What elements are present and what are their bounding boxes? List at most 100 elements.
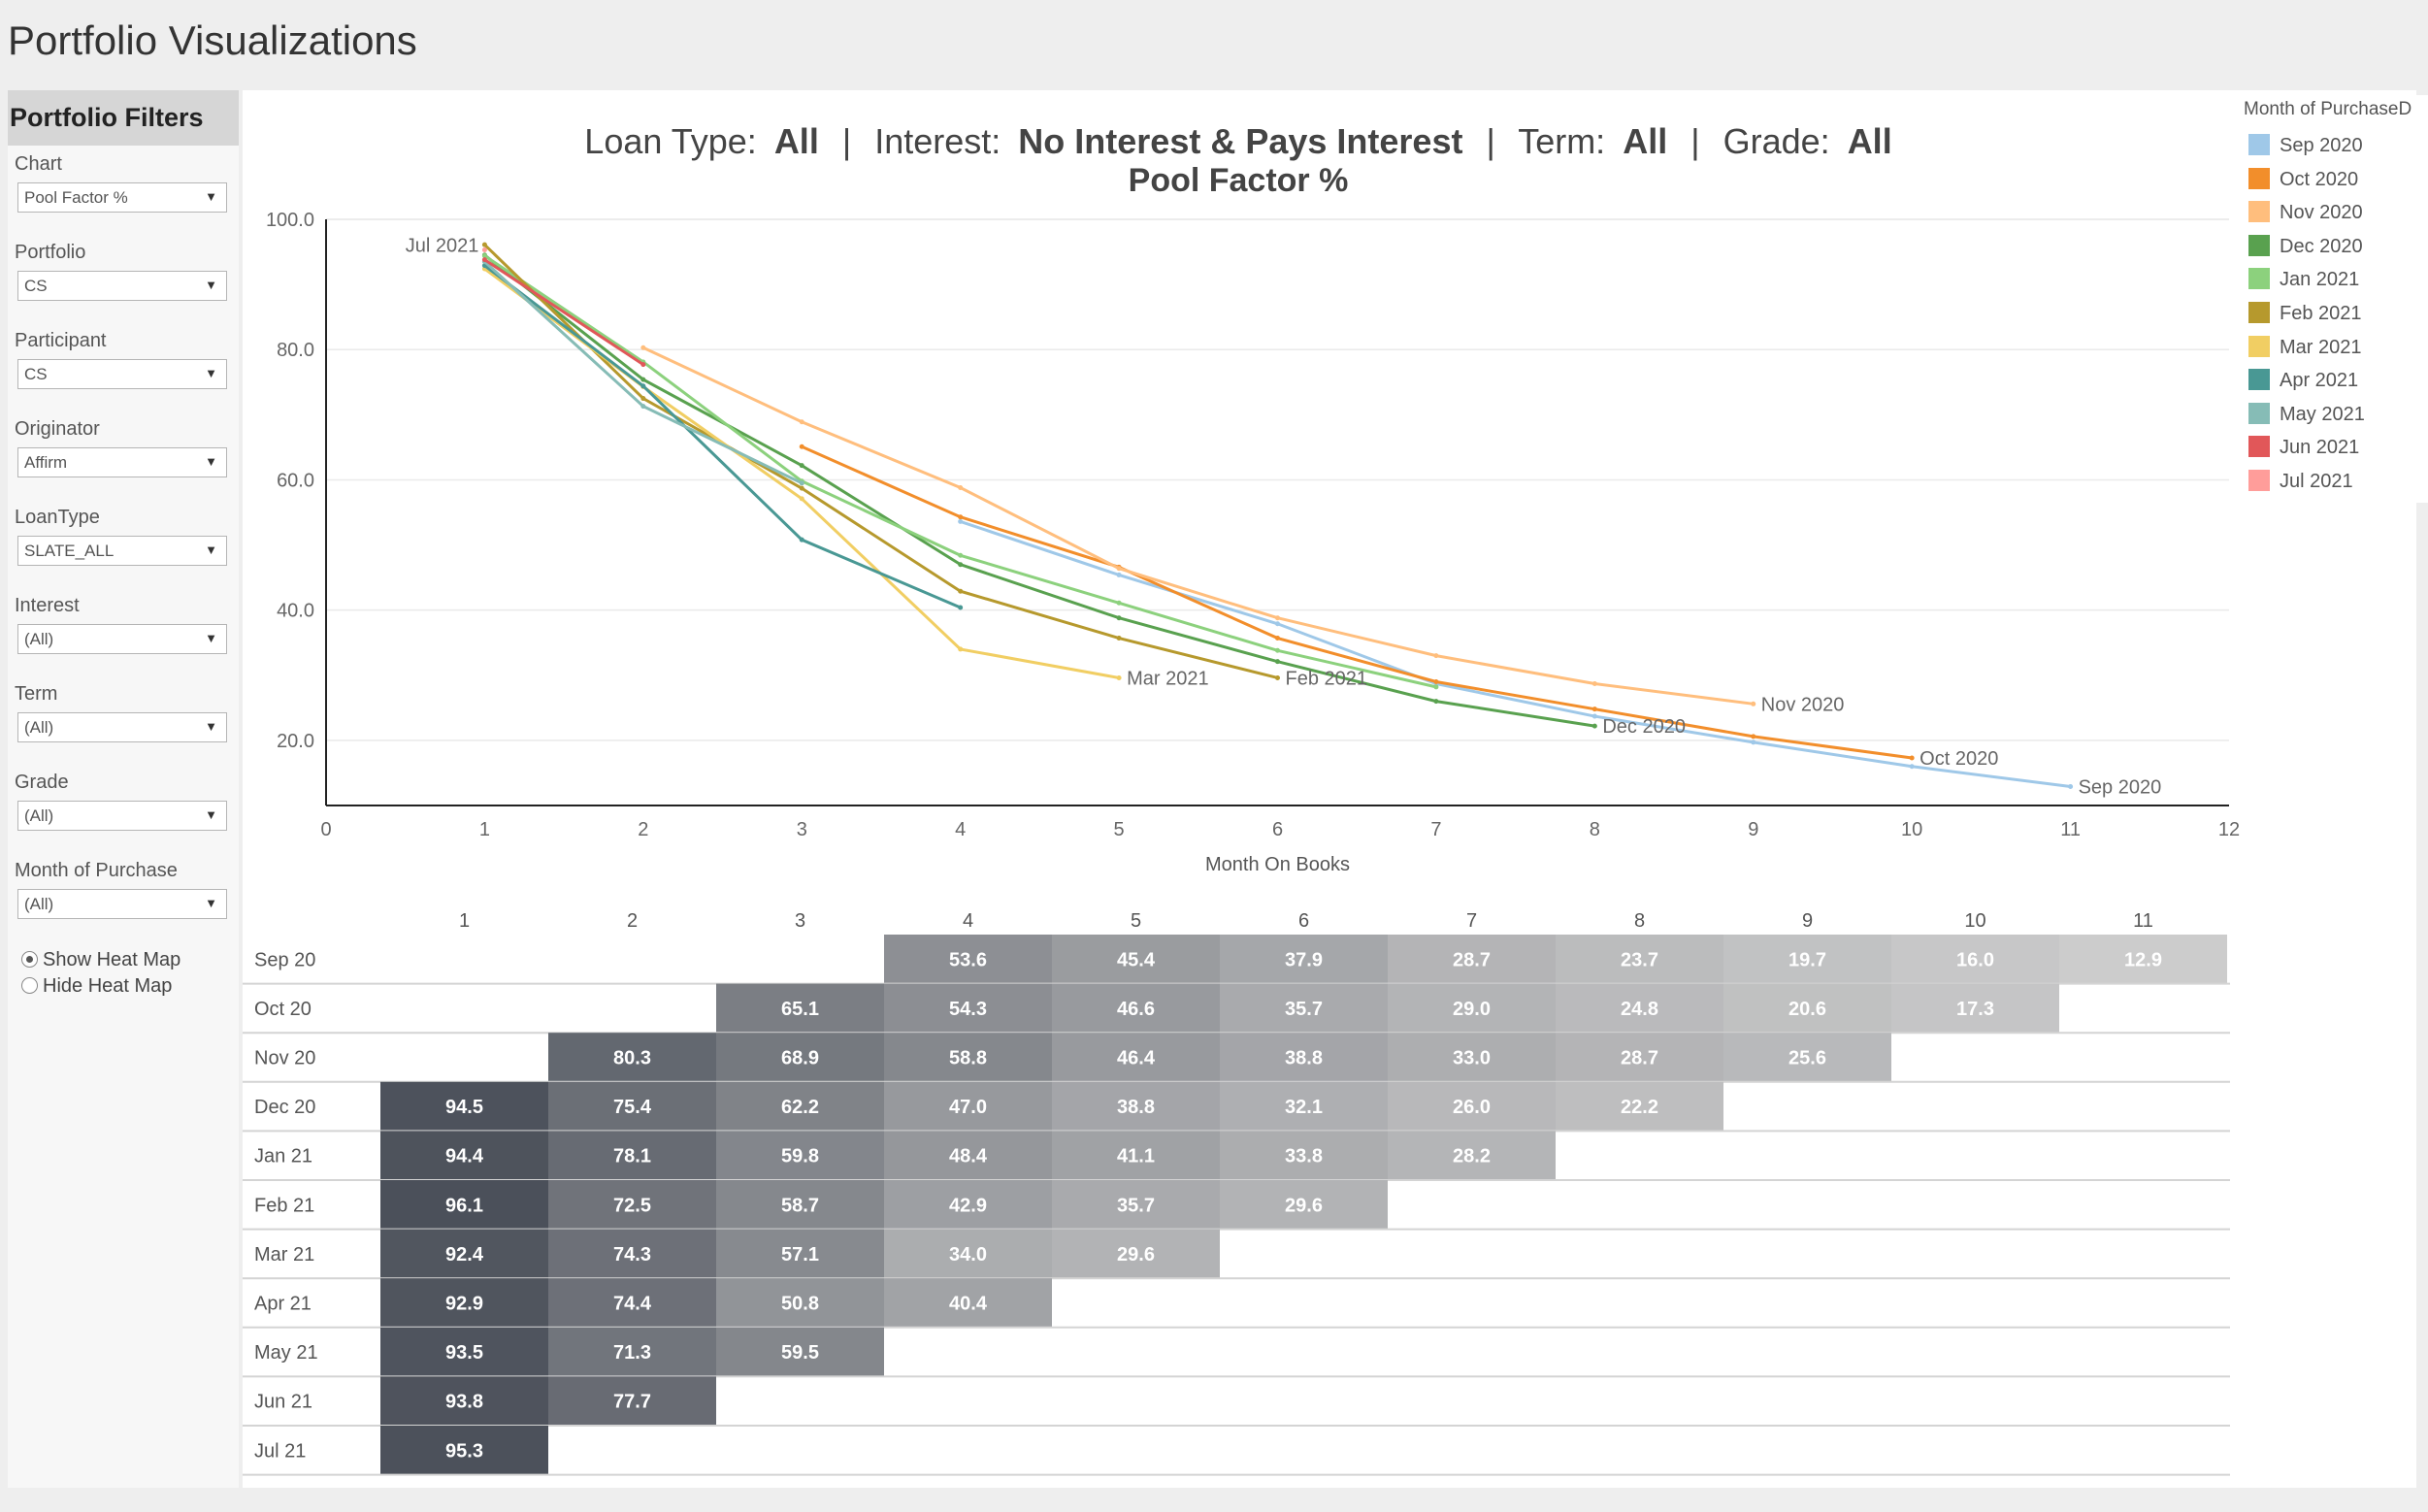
- heatmap-cell-value: 25.6: [1788, 1048, 1826, 1069]
- legend-swatch: [2248, 335, 2270, 357]
- heatmap-cell-value: 94.5: [445, 1097, 483, 1118]
- heatmap-cell-value: 62.2: [781, 1097, 819, 1118]
- legend-swatch: [2248, 302, 2270, 323]
- heatmap-cell-value: 29.6: [1117, 1244, 1155, 1265]
- heatmap-cell: [884, 1229, 1052, 1279]
- legend-label: Sep 2020: [2280, 135, 2363, 156]
- interest-select[interactable]: (All) ▼: [17, 624, 227, 654]
- legend-item[interactable]: Feb 2021: [2248, 302, 2362, 327]
- data-point: [2068, 784, 2074, 790]
- legend-item[interactable]: Apr 2021: [2248, 369, 2358, 394]
- legend-item[interactable]: Jul 2021: [2248, 470, 2353, 495]
- x-tick-label: 4: [955, 819, 966, 840]
- dropdown-arrow-icon[interactable]: ▼: [205, 719, 217, 734]
- data-point: [799, 537, 804, 542]
- legend-item[interactable]: Dec 2020: [2248, 234, 2363, 260]
- filter-month-of-purchase: Month of Purchase (All) ▼: [8, 852, 239, 940]
- heatmap-cell: [884, 1033, 1052, 1082]
- dropdown-arrow-icon[interactable]: ▼: [205, 278, 217, 292]
- heatmap-cell-value: 96.1: [445, 1195, 483, 1216]
- heatmap-cell-value: 17.3: [1956, 999, 1994, 1020]
- legend-swatch: [2248, 234, 2270, 256]
- legend-swatch: [2248, 402, 2270, 424]
- dropdown-arrow-icon[interactable]: ▼: [205, 366, 217, 380]
- data-point: [958, 514, 964, 520]
- data-point: [640, 404, 646, 410]
- heatmap-cell-value: 47.0: [949, 1097, 987, 1118]
- heatmap-row-label: Oct 20: [254, 999, 312, 1020]
- originator-select[interactable]: Affirm ▼: [17, 447, 227, 477]
- legend-label: Feb 2021: [2280, 303, 2362, 324]
- chart-select[interactable]: Pool Factor % ▼: [17, 182, 227, 213]
- x-tick-label: 6: [1272, 819, 1283, 840]
- legend-item[interactable]: Nov 2020: [2248, 201, 2363, 226]
- data-point: [1909, 764, 1915, 770]
- legend-item[interactable]: Jun 2021: [2248, 436, 2359, 461]
- heatmap-row-label: Dec 20: [254, 1097, 315, 1118]
- month-of-purchase-select[interactable]: (All) ▼: [17, 889, 227, 919]
- select-value: (All): [24, 806, 54, 825]
- legend: Month of PurchaseD Sep 2020 Oct 2020 Nov 2…: [2244, 95, 2428, 503]
- data-point: [958, 518, 964, 524]
- x-tick-label: 3: [797, 819, 807, 840]
- filter-label: Month of Purchase: [15, 860, 178, 881]
- participant-select[interactable]: CS ▼: [17, 359, 227, 389]
- dropdown-arrow-icon[interactable]: ▼: [205, 631, 217, 645]
- legend-item[interactable]: Jan 2021: [2248, 268, 2359, 293]
- heatmap-cell-value: 40.4: [949, 1294, 988, 1315]
- filter-grade: Grade (All) ▼: [8, 764, 239, 852]
- x-tick-label: 5: [1114, 819, 1125, 840]
- data-point: [1116, 566, 1122, 572]
- legend-item[interactable]: Sep 2020: [2248, 134, 2363, 159]
- dropdown-arrow-icon[interactable]: ▼: [205, 896, 217, 910]
- data-point: [958, 588, 964, 594]
- term-select[interactable]: (All) ▼: [17, 712, 227, 742]
- heatmap-column-header: 2: [627, 910, 638, 932]
- heatmap-row-label: Feb 21: [254, 1195, 314, 1216]
- heatmap-cell-value: 53.6: [949, 949, 987, 970]
- x-axis-label: Month On Books: [1205, 854, 1350, 875]
- heatmap-cell: [2059, 935, 2227, 984]
- heatmap-cell-value: 95.3: [445, 1440, 483, 1462]
- dropdown-arrow-icon[interactable]: ▼: [205, 542, 217, 557]
- heatmap-cell: [548, 1376, 716, 1426]
- y-tick-label: 40.0: [277, 601, 314, 622]
- dropdown-arrow-icon[interactable]: ▼: [205, 454, 217, 469]
- x-tick-label: 8: [1590, 819, 1600, 840]
- radio-selected-icon[interactable]: [21, 951, 38, 968]
- legend-title: Month of PurchaseD: [2244, 99, 2412, 119]
- heatmap-cell: [716, 1131, 884, 1180]
- data-point: [1751, 740, 1756, 745]
- data-point: [1433, 678, 1439, 684]
- portfolio-select[interactable]: CS ▼: [17, 271, 227, 301]
- filter-list: Chart Pool Factor % ▼ Portfolio CS ▼ Participa…: [8, 146, 239, 940]
- grade-select[interactable]: (All) ▼: [17, 801, 227, 831]
- legend-item[interactable]: Mar 2021: [2248, 335, 2362, 361]
- heatmap-cell-value: 19.7: [1788, 949, 1826, 970]
- dropdown-arrow-icon[interactable]: ▼: [205, 189, 217, 204]
- heatmap-cell: [1388, 983, 1556, 1034]
- legend-label: Dec 2020: [2280, 235, 2363, 257]
- heatmap-cell-value: 46.4: [1117, 1048, 1156, 1069]
- legend-item[interactable]: Oct 2020: [2248, 167, 2358, 193]
- heatmap-cell: [1556, 1081, 1723, 1132]
- series-line: [483, 253, 1595, 728]
- heatmap-cell-value: 35.7: [1117, 1195, 1155, 1216]
- data-point: [1275, 615, 1280, 621]
- hide-heat-map-radio[interactable]: Hide Heat Map: [21, 975, 172, 998]
- legend-label: Mar 2021: [2280, 336, 2362, 358]
- legend-item[interactable]: May 2021: [2248, 402, 2365, 428]
- loantype-select[interactable]: SLATE_ALL ▼: [17, 536, 227, 566]
- heatmap-cell: [1891, 983, 2059, 1034]
- y-tick-label: 20.0: [277, 731, 314, 752]
- heatmap-cell: [1052, 1081, 1220, 1132]
- heatmap-row-label: Mar 21: [254, 1244, 314, 1265]
- data-point: [1275, 647, 1280, 653]
- select-value: CS: [24, 277, 48, 295]
- dropdown-arrow-icon[interactable]: ▼: [205, 807, 217, 822]
- show-heat-map-radio[interactable]: Show Heat Map: [21, 949, 180, 971]
- radio-unselected-icon[interactable]: [21, 977, 38, 994]
- heatmap-cell: [1723, 935, 1891, 984]
- heatmap-cell: [1052, 1033, 1220, 1082]
- heatmap-cell: [548, 1180, 716, 1230]
